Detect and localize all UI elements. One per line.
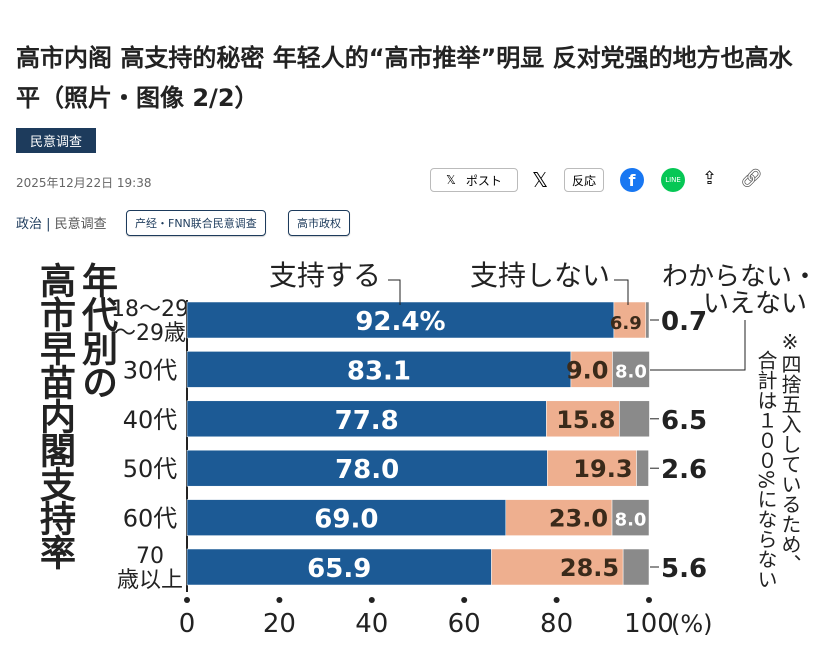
data-label: 9.0: [566, 356, 609, 384]
category-label: 40代: [123, 406, 178, 434]
legend-oppose: 支持しない: [470, 259, 610, 292]
bar-support: [186, 301, 615, 339]
bar-support: [186, 400, 547, 438]
bar-unknown: [611, 499, 650, 536]
timestamp: 2025年12月22日 19:38: [16, 176, 152, 190]
chart-title: 高市早苗内閣支持率: [34, 262, 75, 568]
data-label: 78.0: [335, 455, 399, 485]
reaction-button[interactable]: 反応: [564, 168, 604, 192]
data-label: 77.8: [335, 406, 399, 436]
data-label: 19.3: [573, 455, 632, 483]
x-tick: [553, 597, 560, 603]
category-label: 18〜29: [111, 297, 189, 322]
bar-unknown: [636, 449, 649, 487]
x-tick-label: 40: [355, 609, 388, 639]
tag-takaichi[interactable]: 高市政权: [288, 210, 350, 236]
article-title: 高市内阁 高支持的秘密 年轻人的“高市推举”明显 反对党强的地方也高水平（照片・…: [16, 44, 793, 112]
data-label: 28.5: [560, 554, 619, 582]
x-icon: 𝕏: [446, 173, 456, 187]
legend-unknown: いえない: [703, 289, 807, 319]
legend-leader: [650, 320, 746, 371]
chart-subtitle: 年代別の: [76, 262, 117, 398]
bar-oppose: [570, 351, 613, 388]
bar-oppose: [491, 548, 624, 586]
x-tick-label: 80: [540, 609, 573, 639]
legend-support: 支持する: [269, 259, 381, 292]
data-label: 0.7: [661, 307, 707, 337]
bar-support: [186, 449, 548, 487]
data-label: 23.0: [549, 505, 608, 533]
data-label: 5.6: [661, 554, 707, 584]
x-tick-label: 100: [624, 609, 674, 639]
category-label: 歳以上: [117, 568, 183, 593]
facebook-icon[interactable]: f: [620, 168, 644, 192]
bar-oppose: [547, 449, 637, 487]
x-tick: [184, 597, 190, 603]
bar-oppose: [613, 301, 647, 339]
category-label: 60代: [123, 505, 178, 533]
bar-support: [186, 548, 492, 586]
note-line-1: ※四捨五入しているため、: [778, 330, 802, 574]
share-icon[interactable]: ⇪: [702, 168, 718, 189]
category-label: 〜29歳: [114, 321, 186, 346]
data-label: 6.9: [610, 313, 642, 334]
data-label: 2.6: [661, 455, 707, 485]
x-tick: [368, 597, 375, 603]
data-label: 69.0: [314, 505, 378, 535]
category-label: 30代: [123, 356, 178, 384]
bar-unknown: [645, 301, 650, 339]
legend-unknown: わからない・: [662, 262, 818, 292]
data-label: 92.4%: [355, 307, 445, 337]
category-label: 70: [136, 544, 164, 569]
bar-oppose: [505, 499, 613, 536]
x-tick: [461, 597, 468, 603]
note-line-2: 合計は１００%にならない: [754, 350, 778, 590]
category-badge[interactable]: 民意调查: [16, 128, 97, 153]
bar-unknown: [622, 548, 650, 586]
bar-unknown: [619, 400, 650, 438]
x-tick: [276, 597, 283, 603]
bar-oppose: [546, 400, 620, 438]
bar-support: [186, 351, 572, 388]
breadcrumb: 政治 | 民意调查: [16, 217, 107, 232]
x-logo-icon[interactable]: 𝕏: [532, 168, 549, 192]
data-label: 6.5: [661, 406, 707, 436]
link-icon[interactable]: 🔗︎: [740, 168, 763, 189]
bar-support: [186, 499, 507, 536]
legend-leader: [614, 279, 629, 305]
subcategory-link[interactable]: 民意调查: [54, 217, 107, 232]
data-label: 15.8: [556, 406, 615, 434]
x-unit: (%): [671, 610, 713, 638]
legend-leader: [388, 279, 401, 305]
bar-unknown: [612, 351, 650, 388]
category-link[interactable]: 政治: [16, 217, 43, 232]
data-label: 65.9: [307, 554, 371, 584]
x-tick-label: 20: [263, 609, 296, 639]
data-label: 8.0: [615, 361, 647, 382]
x-tick-label: 60: [448, 609, 481, 639]
data-label: 83.1: [347, 356, 411, 386]
x-tick: [646, 597, 652, 603]
line-icon[interactable]: LINE: [661, 168, 685, 192]
x-tick-label: 0: [179, 609, 196, 639]
x-post-button[interactable]: 𝕏 ポスト: [430, 168, 518, 192]
category-label: 50代: [123, 455, 178, 483]
tag-sankei-fnn[interactable]: 产经・FNN联合民意调查: [126, 210, 266, 236]
data-label: 8.0: [615, 510, 647, 531]
post-label: ポスト: [465, 173, 502, 188]
